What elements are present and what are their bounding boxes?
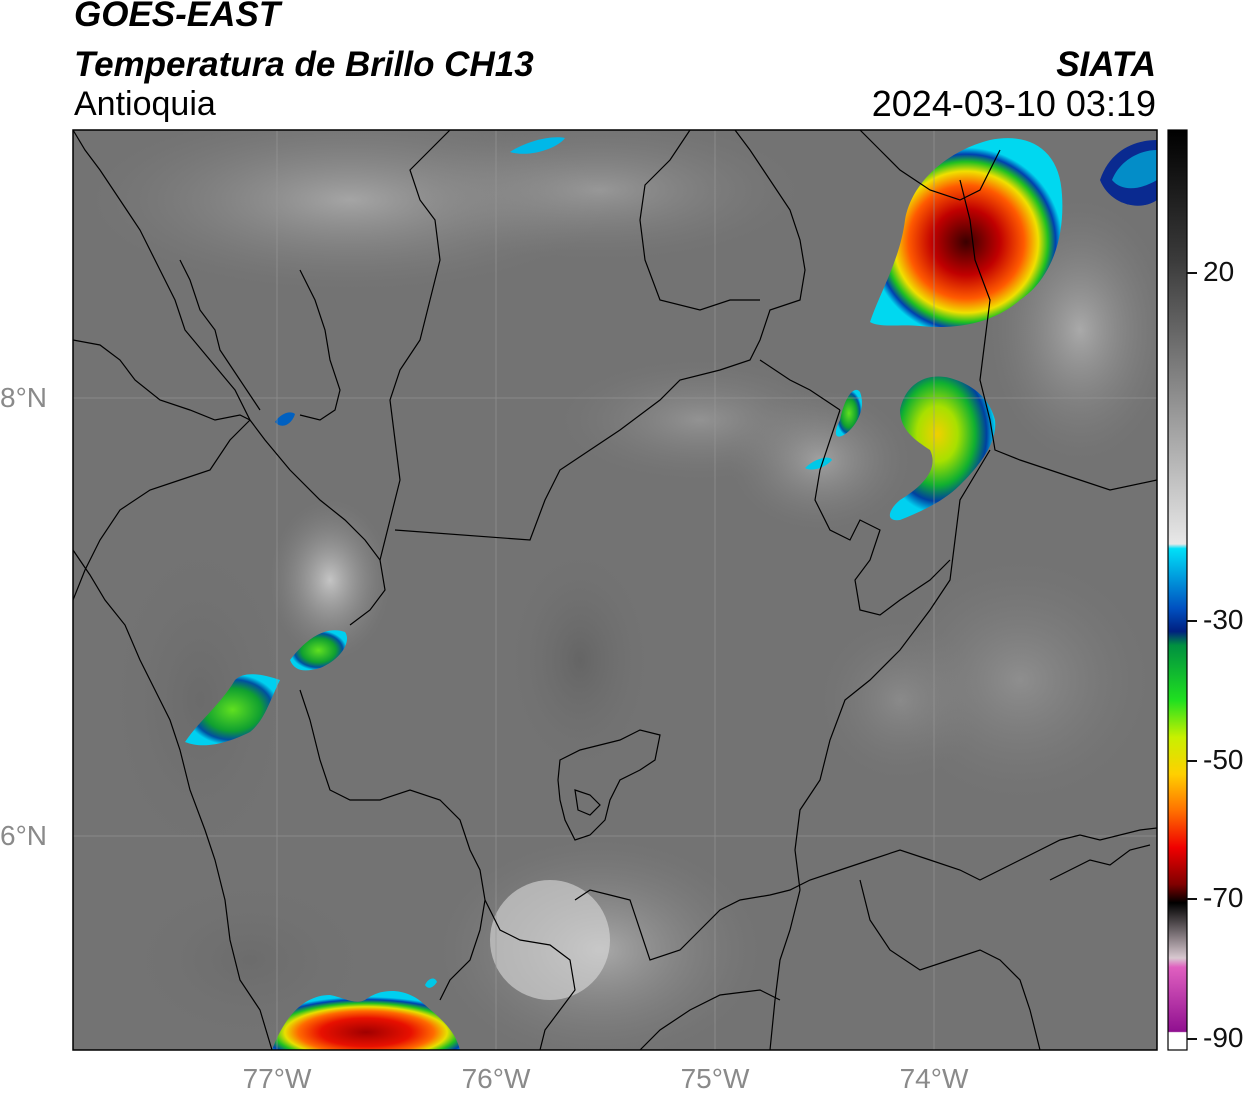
lon-label: 75°W [680,1063,750,1094]
storm-cell-south [272,978,460,1050]
title-region: Antioquia [74,85,216,123]
map-image [73,130,1157,1050]
colorbar-tick-mark [1187,760,1197,762]
lat-label: 6°N [0,820,47,851]
boundaries [73,130,1157,1050]
colorbar-tick-mark [1187,1038,1197,1040]
storm-cell-west [185,137,565,746]
storm-cell-northeast [870,138,1157,327]
title-satellite: GOES-EAST [74,0,281,34]
colorbar-tick-label: -90 [1203,1022,1244,1053]
colorbar-tick-mark [1187,620,1197,622]
timestamp-label: 2024-03-10 03:19 [871,83,1156,124]
colorbar-gradient [1168,130,1187,1050]
colorbar-tick-label: -70 [1203,882,1244,913]
organization-label: SIATA [1056,45,1156,84]
lon-label: 76°W [461,1063,531,1094]
lat-label: 8°N [0,382,47,413]
colorbar-tick-label: -30 [1203,604,1244,635]
colorbar-tick-mark [1187,272,1197,274]
title-product: Temperatura de Brillo CH13 [74,45,534,84]
lon-label: 77°W [242,1063,312,1094]
storm-cell-east [805,376,996,521]
graticule [73,130,1157,1050]
colorbar-tick-mark [1187,898,1197,900]
colorbar [1167,129,1188,1051]
lon-label: 74°W [899,1063,969,1094]
map-frame [72,129,1158,1051]
colorbar-frame [1167,129,1188,1051]
colorbar-tick-label: 20 [1203,256,1235,287]
colorbar-tick-label: -50 [1203,744,1244,775]
